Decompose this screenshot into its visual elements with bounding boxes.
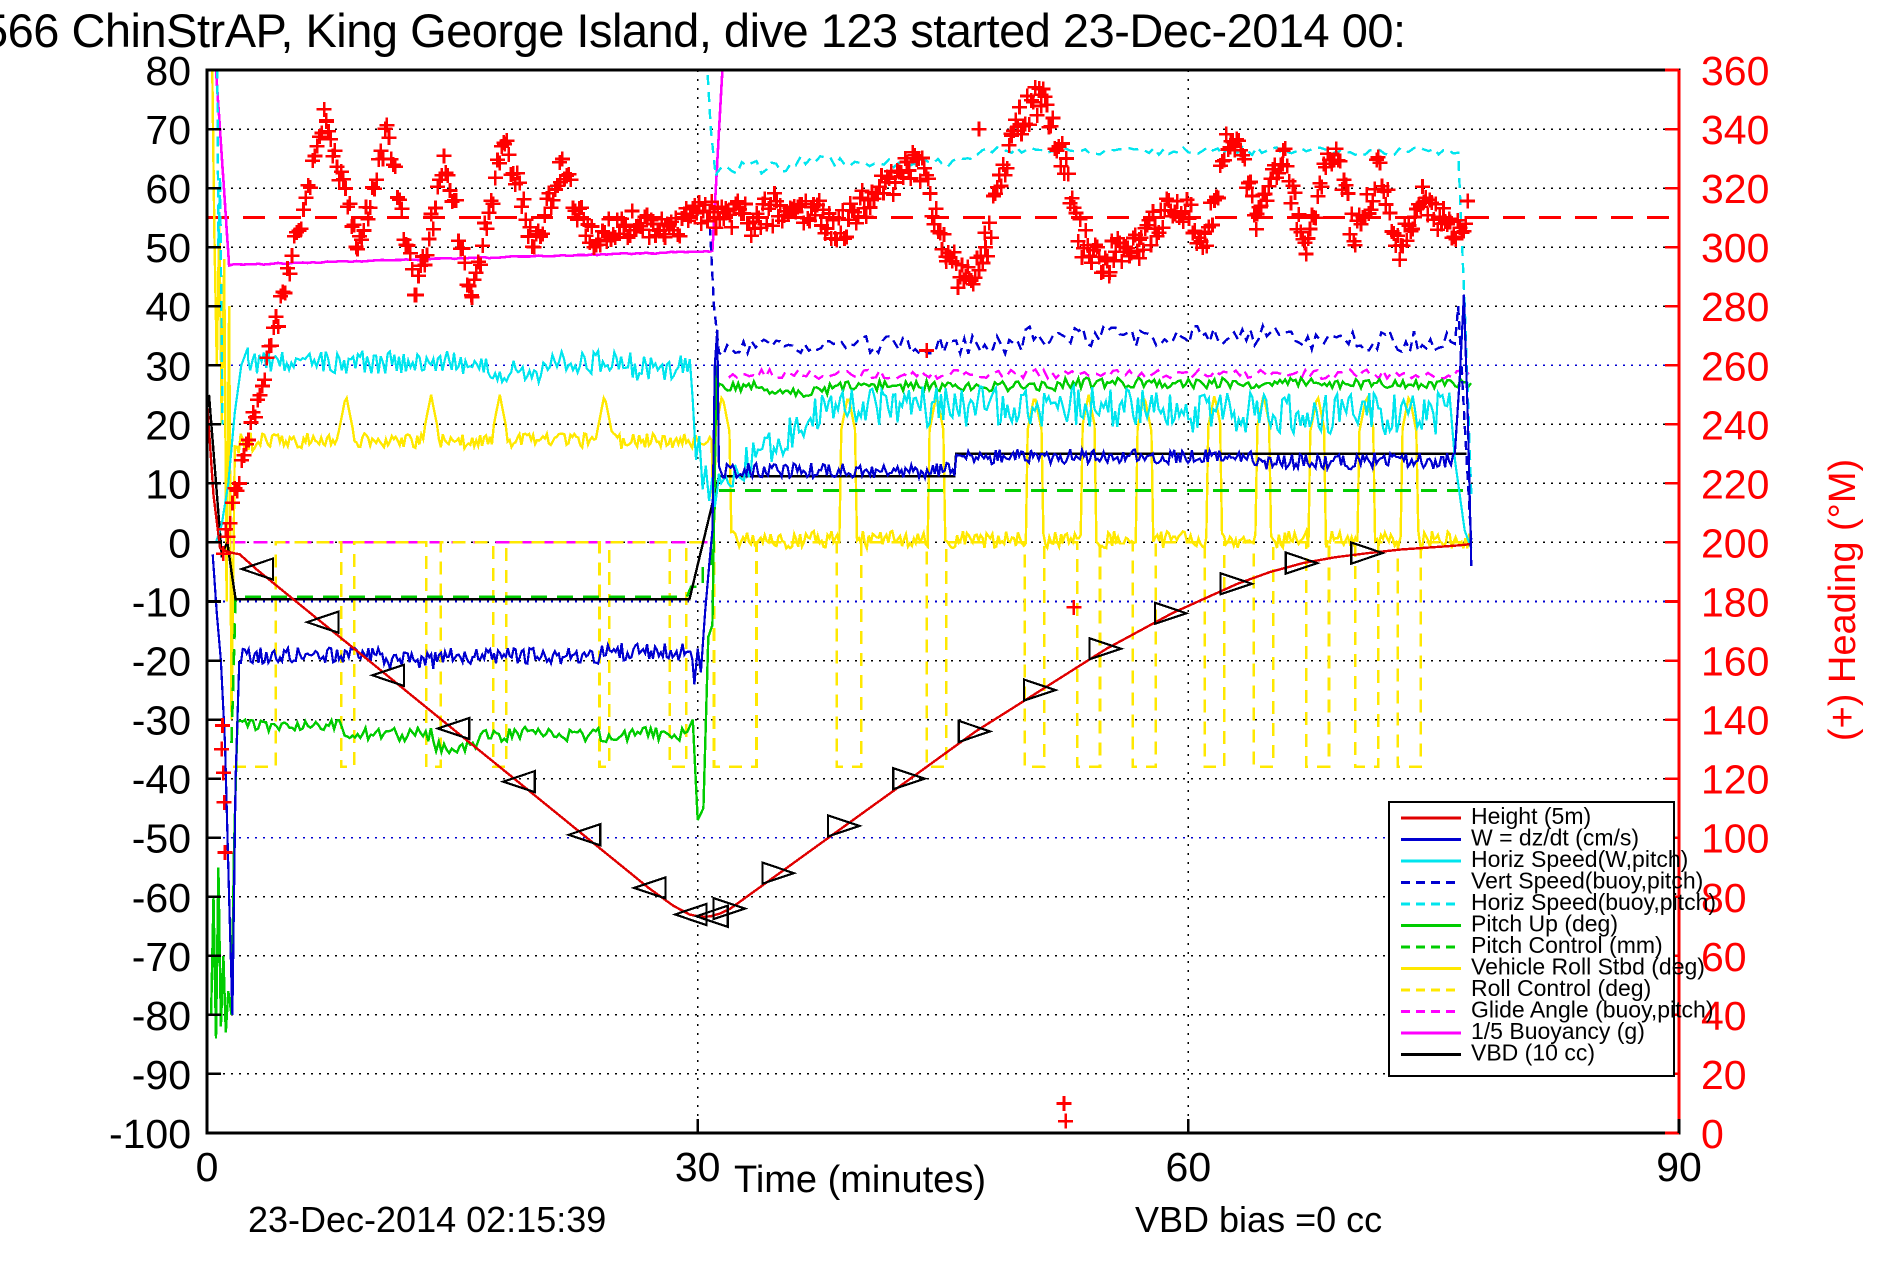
ytick-label-left-40: 40: [145, 284, 191, 330]
ytick-label-right-60: 60: [1701, 934, 1747, 980]
ytick-label-left--90: -90: [132, 1052, 191, 1098]
ytick-label-left--20: -20: [132, 639, 191, 685]
ytick-label-right-80: 80: [1701, 875, 1747, 921]
legend: Height (5m)W = dz/dt (cm/s)Horiz Speed(W…: [1387, 800, 1716, 1078]
series-roll-control: [233, 541, 1472, 769]
ytick-label-left--30: -30: [132, 698, 191, 744]
height-marker-triangle: [499, 769, 536, 794]
y-axis-label-right: (+) Heading (°M): [1822, 459, 1864, 741]
legend-label-11: VBD (10 cc): [1471, 1040, 1595, 1066]
xtick-label-90: 90: [1656, 1144, 1702, 1190]
footer-timestamp: 23-Dec-2014 02:15:39: [248, 1199, 606, 1240]
ytick-label-right-260: 260: [1701, 343, 1769, 389]
series-buoyancy: [214, 70, 724, 268]
ytick-label-left-10: 10: [145, 461, 191, 507]
height-marker-triangle: [238, 556, 275, 582]
height-marker-triangle: [892, 766, 929, 791]
height-marker-triangle: [692, 904, 729, 929]
ytick-label-right-300: 300: [1701, 225, 1769, 271]
ytick-label-right-160: 160: [1701, 639, 1769, 685]
legend-box: [1387, 800, 1676, 1078]
chart-title: 566 ChinStrAP, King George Island, dive …: [0, 4, 1406, 57]
ytick-label-right-0: 0: [1701, 1111, 1724, 1157]
height-marker-triangle: [565, 822, 602, 847]
height-marker-triangle: [1219, 571, 1256, 596]
ytick-label-right-340: 340: [1701, 107, 1769, 153]
ytick-label-left--70: -70: [132, 934, 191, 980]
height-marker-triangle: [761, 861, 798, 886]
series-height: [207, 400, 1470, 919]
series-pitch-control: [230, 489, 1472, 744]
ytick-label-right-360: 360: [1701, 48, 1769, 94]
height-marker-triangle: [1284, 551, 1321, 576]
legend-label-7: Vehicle Roll Stbd (deg): [1471, 954, 1705, 980]
ytick-label-right-140: 140: [1701, 698, 1769, 744]
ytick-label-left-20: 20: [145, 402, 191, 448]
xtick-label-0: 0: [196, 1144, 219, 1190]
legend-label-2: Horiz Speed(W,pitch): [1471, 846, 1688, 872]
series-heading-markers: [214, 79, 1476, 1129]
height-marker-triangle: [303, 610, 340, 635]
ytick-label-right-220: 220: [1701, 461, 1769, 507]
legend-label-8: Roll Control (deg): [1471, 975, 1651, 1001]
ytick-label-right-180: 180: [1701, 580, 1769, 626]
ytick-label-right-120: 120: [1701, 757, 1769, 803]
height-marker-triangle: [957, 719, 994, 744]
ytick-label-left--10: -10: [132, 580, 191, 626]
series-glide-angle-climb: [727, 366, 1470, 382]
legend-label-5: Pitch Up (deg): [1471, 911, 1618, 937]
legend-label-4: Horiz Speed(buoy,pitch): [1471, 889, 1716, 915]
height-marker-triangle: [1023, 678, 1060, 703]
height-marker-triangle: [368, 663, 406, 688]
xtick-label-60: 60: [1166, 1144, 1212, 1190]
ytick-label-left--80: -80: [132, 993, 191, 1039]
ytick-label-left--50: -50: [132, 816, 191, 862]
series-pitch-up: [209, 365, 1472, 1039]
ytick-label-left-60: 60: [145, 166, 191, 212]
legend-label-3: Vert Speed(buoy,pitch): [1471, 868, 1703, 894]
legend-label-10: 1/5 Buoyancy (g): [1471, 1018, 1645, 1044]
height-marker-triangle: [630, 875, 667, 900]
ytick-label-left-30: 30: [145, 343, 191, 389]
ytick-label-left--100: -100: [109, 1111, 191, 1157]
legend-label-1: W = dz/dt (cm/s): [1471, 825, 1639, 851]
height-marker-triangle: [1153, 601, 1190, 626]
height-marker-triangle: [1088, 636, 1125, 661]
ytick-label-right-100: 100: [1701, 816, 1769, 862]
series-w-dzdt: [211, 294, 1473, 1015]
ytick-label-left--40: -40: [132, 757, 191, 803]
series-horiz-speed-buoy-start: [216, 70, 224, 425]
footer-vbd-bias: VBD bias =0 cc: [1135, 1199, 1382, 1240]
height-marker-triangle: [671, 902, 708, 927]
height-marker-triangle: [434, 716, 471, 741]
legend-label-9: Glide Angle (buoy,pitch): [1471, 997, 1714, 1023]
ytick-label-right-20: 20: [1701, 1052, 1747, 1098]
ytick-label-left--60: -60: [132, 875, 191, 921]
ytick-label-left-70: 70: [145, 107, 191, 153]
series-vehicle-roll: [211, 70, 1473, 720]
legend-label-0: Height (5m): [1471, 803, 1591, 829]
height-marker-triangle: [712, 896, 749, 921]
series-vert-speed-buoy: [707, 211, 1473, 543]
ytick-label-left-80: 80: [145, 48, 191, 94]
ytick-label-right-240: 240: [1701, 402, 1769, 448]
x-axis-label: Time (minutes): [734, 1159, 986, 1201]
legend-label-6: Pitch Control (mm): [1471, 932, 1663, 958]
height-marker-triangle: [826, 813, 863, 838]
ytick-label-left-50: 50: [145, 225, 191, 271]
ytick-label-right-320: 320: [1701, 166, 1769, 212]
ytick-label-right-280: 280: [1701, 284, 1769, 330]
series-horiz-speed-buoy: [706, 70, 1473, 496]
ytick-label-right-40: 40: [1701, 993, 1747, 1039]
xtick-label-30: 30: [675, 1144, 721, 1190]
ytick-label-right-200: 200: [1701, 520, 1769, 566]
height-marker-triangle: [1350, 541, 1387, 566]
series-horiz-speed-w: [214, 347, 1473, 549]
ytick-label-left-0: 0: [168, 520, 191, 566]
plot-series-group: [207, 70, 1476, 1129]
